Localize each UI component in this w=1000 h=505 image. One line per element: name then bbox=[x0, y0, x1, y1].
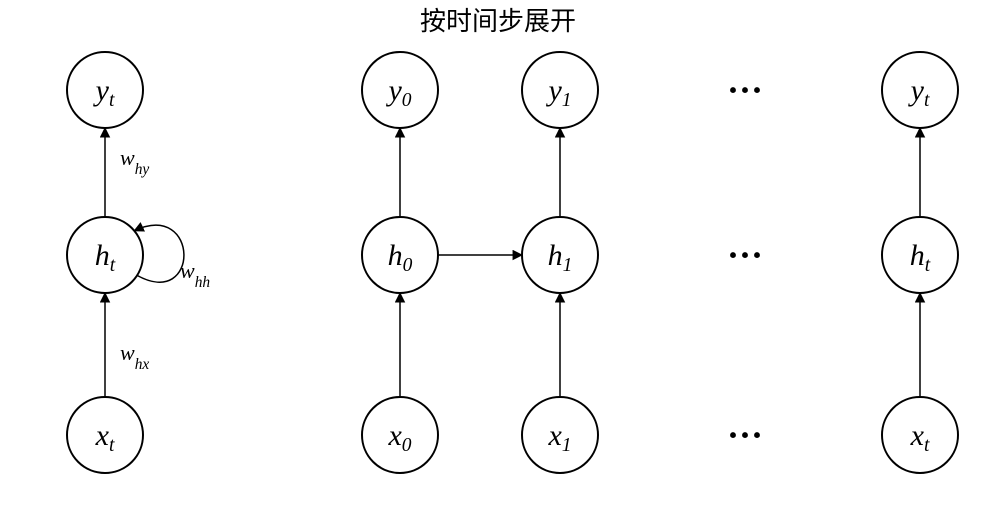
ellipsis-x: ··· bbox=[727, 415, 763, 455]
ellipsis-y: ··· bbox=[727, 70, 763, 110]
edge-label-xt_l-ht_l: whx bbox=[120, 340, 149, 373]
node-yt_r: yt bbox=[882, 52, 958, 128]
labels-layer: 按时间步展开 whx why whh ··· ··· ··· bbox=[120, 7, 763, 455]
ellipsis-h: ··· bbox=[727, 235, 763, 275]
nodes-layer: yt ht xt y0 h0 x0 y1 h1 x1 yt ht xt bbox=[67, 52, 958, 473]
node-x0: x0 bbox=[362, 397, 438, 473]
node-ht_l: ht bbox=[67, 217, 143, 293]
node-y0: y0 bbox=[362, 52, 438, 128]
node-ht_r: ht bbox=[882, 217, 958, 293]
node-x1: x1 bbox=[522, 397, 598, 473]
edges-layer bbox=[105, 128, 920, 397]
node-y1: y1 bbox=[522, 52, 598, 128]
node-h1: h1 bbox=[522, 217, 598, 293]
node-yt_l: yt bbox=[67, 52, 143, 128]
node-xt_l: xt bbox=[67, 397, 143, 473]
edge-label-ht_l-yt_l: why bbox=[120, 145, 149, 178]
node-xt_r: xt bbox=[882, 397, 958, 473]
self-loop-label: whh bbox=[180, 258, 210, 291]
rnn-unfold-diagram: yt ht xt y0 h0 x0 y1 h1 x1 yt ht xt 按时间步展开 whx why whh… bbox=[0, 0, 1000, 505]
node-h0: h0 bbox=[362, 217, 438, 293]
diagram-title: 按时间步展开 bbox=[420, 7, 576, 36]
